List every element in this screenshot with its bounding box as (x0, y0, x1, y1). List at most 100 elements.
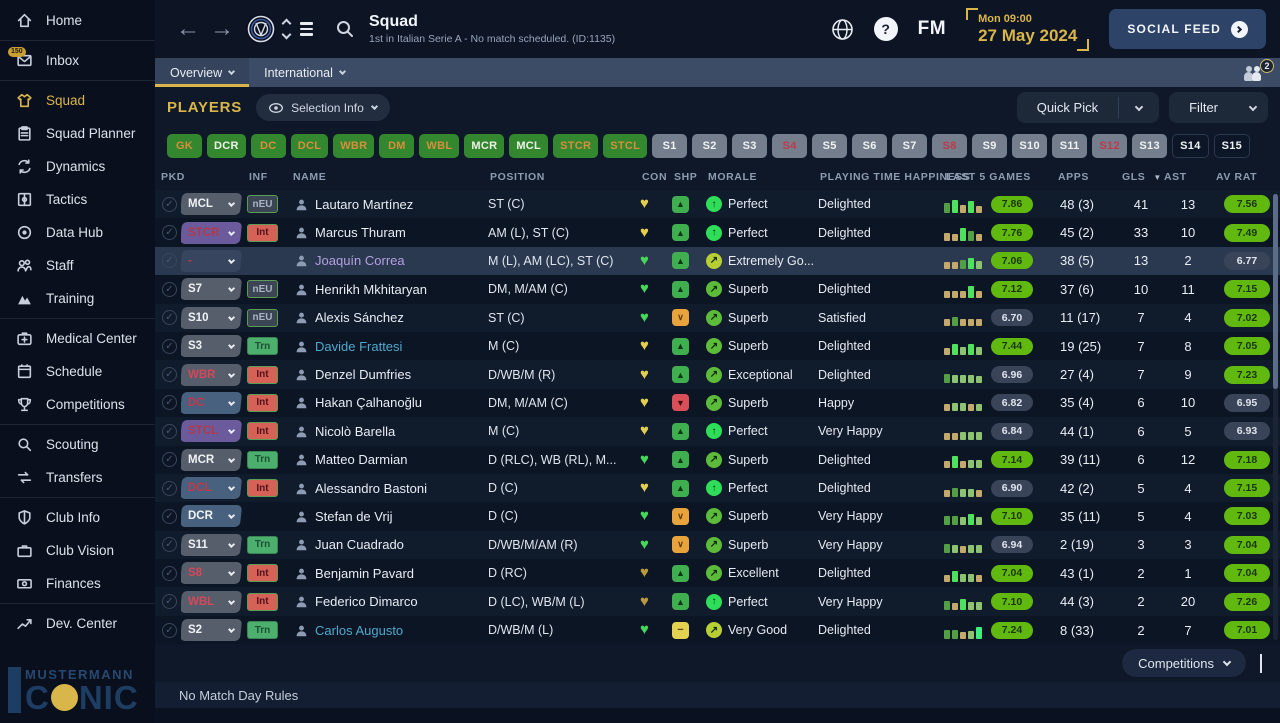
row-checkbox[interactable]: ✓ (162, 395, 177, 410)
position-chip-s4[interactable]: S4 (772, 134, 807, 158)
player-name[interactable]: Nicolò Barella (315, 424, 395, 439)
column-header-pth[interactable]: PLAYING TIME HAPPINESS (818, 171, 944, 183)
column-header-name[interactable]: NAME (291, 171, 488, 183)
column-header-pkd[interactable]: PKD (155, 171, 247, 183)
position-chip-s6[interactable]: S6 (852, 134, 887, 158)
filter-dropdown[interactable] (1238, 92, 1268, 123)
position-chip-s9[interactable]: S9 (972, 134, 1007, 158)
player-name[interactable]: Denzel Dumfries (315, 367, 411, 382)
position-chip-s1[interactable]: S1 (652, 134, 687, 158)
sidebar-item-dynamics[interactable]: Dynamics (0, 150, 155, 183)
position-chip-s8[interactable]: S8 (932, 134, 967, 158)
player-row-joaqu-n-correa[interactable]: ✓-Joaquín CorreaM (L), AM (LC), ST (C)♥▲… (155, 247, 1280, 275)
sidebar-item-schedule[interactable]: Schedule (0, 355, 155, 388)
selection-info-dropdown[interactable]: Selection Info (256, 94, 390, 121)
position-chip-wbl[interactable]: WBL (419, 134, 459, 158)
row-checkbox[interactable]: ✓ (162, 310, 177, 325)
sidebar-item-club-vision[interactable]: Club Vision (0, 534, 155, 567)
column-header-inf[interactable]: INF (247, 171, 291, 183)
position-chip-wbr[interactable]: WBR (333, 134, 374, 158)
position-chip-mcl[interactable]: MCL (509, 134, 548, 158)
row-checkbox[interactable]: ✓ (162, 509, 177, 524)
sidebar-item-squad-planner[interactable]: Squad Planner (0, 117, 155, 150)
player-name[interactable]: Hakan Çalhanoğlu (315, 395, 422, 410)
quick-pick-label[interactable]: Quick Pick (1017, 92, 1118, 123)
position-chip-gk[interactable]: GK (167, 134, 202, 158)
sidebar-item-dev-center[interactable]: Dev. Center (0, 607, 155, 640)
position-chip-s13[interactable]: S13 (1132, 134, 1167, 158)
player-row-hakan-alhano-lu[interactable]: ✓DCIntHakan ÇalhanoğluDM, M/AM (C)♥▼↗Sup… (155, 389, 1280, 417)
position-chip-s14[interactable]: S14 (1172, 134, 1208, 158)
row-checkbox[interactable]: ✓ (162, 452, 177, 467)
column-header-apps[interactable]: APPS (1056, 171, 1120, 183)
position-chip-s2[interactable]: S2 (692, 134, 727, 158)
player-name[interactable]: Alexis Sánchez (315, 310, 404, 325)
player-row-alessandro-bastoni[interactable]: ✓DCLIntAlessandro BastoniD (C)♥▲↑Perfect… (155, 474, 1280, 502)
sidebar-item-inbox[interactable]: 150Inbox (0, 44, 155, 77)
row-checkbox[interactable]: ✓ (162, 225, 177, 240)
player-row-davide-frattesi[interactable]: ✓S3TrnDavide FrattesiM (C)♥▲↗SuperbDelig… (155, 332, 1280, 360)
sidebar-item-transfers[interactable]: Transfers (0, 461, 155, 494)
picked-position-dropdown[interactable]: S11 (181, 534, 242, 556)
position-chip-s12[interactable]: S12 (1092, 134, 1127, 158)
position-chip-s7[interactable]: S7 (892, 134, 927, 158)
picked-position-dropdown[interactable]: DC (181, 392, 242, 414)
search-icon[interactable] (335, 19, 355, 39)
sidebar-item-tactics[interactable]: Tactics (0, 183, 155, 216)
filter-button[interactable]: Filter (1169, 92, 1268, 123)
player-name[interactable]: Marcus Thuram (315, 225, 406, 240)
team-switcher[interactable] (283, 20, 290, 38)
menu-icon[interactable] (300, 22, 313, 35)
picked-position-dropdown[interactable]: MCR (181, 449, 242, 471)
row-checkbox[interactable]: ✓ (162, 197, 177, 212)
column-header-ast[interactable]: AST (1162, 171, 1214, 183)
sidebar-item-data-hub[interactable]: Data Hub (0, 216, 155, 249)
picked-position-dropdown[interactable]: S8 (181, 562, 242, 584)
player-row-benjamin-pavard[interactable]: ✓S8IntBenjamin PavardD (RC)♥▲↗ExcellentD… (155, 559, 1280, 587)
player-row-nicol-barella[interactable]: ✓STCLIntNicolò BarellaM (C)♥▲↑PerfectVer… (155, 417, 1280, 445)
column-header-shp[interactable]: SHP (672, 171, 706, 183)
player-row-juan-cuadrado[interactable]: ✓S11TrnJuan CuadradoD/WB/M/AM (R)♥∨↗Supe… (155, 531, 1280, 559)
back-arrow-icon[interactable]: ← (171, 15, 205, 43)
player-row-carlos-augusto[interactable]: ✓S2TrnCarlos AugustoD/WB/M (L)♥−↗Very Go… (155, 616, 1280, 644)
picked-position-dropdown[interactable]: S2 (181, 619, 242, 641)
social-feed-button[interactable]: SOCIAL FEED (1109, 9, 1266, 49)
position-chip-s3[interactable]: S3 (732, 134, 767, 158)
player-row-federico-dimarco[interactable]: ✓WBLIntFederico DimarcoD (LC), WB/M (L)♥… (155, 587, 1280, 615)
sidebar-item-competitions[interactable]: Competitions (0, 388, 155, 421)
row-checkbox[interactable]: ✓ (162, 537, 177, 552)
tab-overview[interactable]: Overview (155, 58, 249, 87)
position-chip-s5[interactable]: S5 (812, 134, 847, 158)
picked-position-dropdown[interactable]: MCL (181, 193, 242, 215)
player-row-lautaro-mart-nez[interactable]: ✓MCLnEULautaro MartínezST (C)♥▲↑PerfectD… (155, 190, 1280, 218)
row-checkbox[interactable]: ✓ (162, 594, 177, 609)
position-chip-dm[interactable]: DM (379, 134, 414, 158)
picked-position-dropdown[interactable]: S3 (181, 335, 242, 357)
player-row-stefan-de-vrij[interactable]: ✓DCRStefan de VrijD (C)♥∨↗SuperbVery Hap… (155, 502, 1280, 530)
table-scrollbar[interactable] (1273, 194, 1278, 640)
picked-position-dropdown[interactable]: - (181, 250, 242, 272)
sidebar-item-scouting[interactable]: Scouting (0, 428, 155, 461)
player-row-matteo-darmian[interactable]: ✓MCRTrnMatteo DarmianD (RLC), WB (RL), M… (155, 446, 1280, 474)
row-checkbox[interactable]: ✓ (162, 367, 177, 382)
position-chip-mcr[interactable]: MCR (464, 134, 504, 158)
sidebar-item-medical-center[interactable]: Medical Center (0, 322, 155, 355)
sidebar-item-home[interactable]: Home (0, 4, 155, 37)
position-chip-dc[interactable]: DC (251, 134, 286, 158)
position-chip-dcl[interactable]: DCL (291, 134, 329, 158)
position-chip-s11[interactable]: S11 (1052, 134, 1087, 158)
player-row-henrikh-mkhitaryan[interactable]: ✓S7nEUHenrikh MkhitaryanDM, M/AM (C)♥▲↗S… (155, 275, 1280, 303)
competitions-dropdown[interactable]: Competitions (1122, 649, 1246, 677)
unavailable-players-icon[interactable]: 2 (1244, 65, 1266, 81)
player-name[interactable]: Joaquín Correa (315, 253, 405, 268)
player-row-marcus-thuram[interactable]: ✓STCRIntMarcus ThuramAM (L), ST (C)♥▲↑Pe… (155, 218, 1280, 246)
player-name[interactable]: Carlos Augusto (315, 623, 403, 638)
player-name[interactable]: Benjamin Pavard (315, 566, 414, 581)
row-checkbox[interactable]: ✓ (162, 481, 177, 496)
row-checkbox[interactable]: ✓ (162, 623, 177, 638)
world-icon[interactable] (831, 18, 854, 41)
player-name[interactable]: Stefan de Vrij (315, 509, 393, 524)
player-row-denzel-dumfries[interactable]: ✓WBRIntDenzel DumfriesD/WB/M (R)♥▲↗Excep… (155, 360, 1280, 388)
row-checkbox[interactable]: ✓ (162, 282, 177, 297)
column-header-pos[interactable]: POSITION (488, 171, 640, 183)
